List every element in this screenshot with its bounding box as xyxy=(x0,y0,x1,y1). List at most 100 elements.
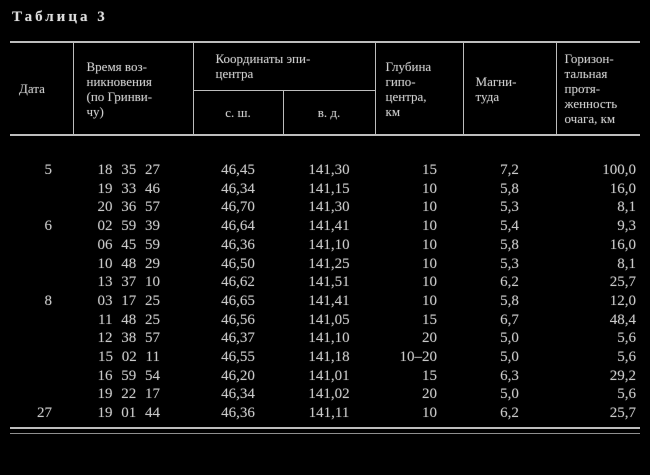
cell-magnitude: 5,4 xyxy=(500,218,519,235)
cell-magnitude: 7,2 xyxy=(500,162,519,178)
cell-time: 19 22 17 xyxy=(97,386,161,403)
header-coordinates: Координаты эпи-центра xyxy=(192,42,376,91)
cell-date xyxy=(10,255,73,274)
cell-depth: 10 xyxy=(422,292,438,309)
cell-date xyxy=(10,385,73,404)
cell-time: 18 35 27 xyxy=(97,162,161,178)
scan-page: { "page": { "title": "Таблица 3" }, "col… xyxy=(0,9,650,475)
table-row: 19 33 46 46,34 141,15 10 5,8 16,0 xyxy=(10,180,640,199)
table-row: 13 37 10 46,62 141,51 10 6,2 25,7 xyxy=(10,273,640,292)
cell-date xyxy=(10,367,73,386)
cell-time: 11 48 25 xyxy=(98,311,160,328)
cell-longitude: 141,01 xyxy=(308,367,350,384)
cell-depth: 10 xyxy=(422,405,438,422)
cell-magnitude: 6,2 xyxy=(500,274,519,291)
table-header: Дата Время воз-никновения (по Гринви-чу)… xyxy=(10,42,641,136)
cell-time: 19 33 46 xyxy=(97,180,161,197)
cell-date: 5 xyxy=(44,162,53,178)
cell-time: 19 01 44 xyxy=(97,405,161,422)
cell-depth: 10 xyxy=(422,180,438,197)
cell-latitude: 46,37 xyxy=(221,330,255,347)
cell-longitude: 141,41 xyxy=(308,292,350,309)
cell-extent: 16,0 xyxy=(609,180,637,197)
cell-magnitude: 5,8 xyxy=(500,180,519,197)
cell-longitude: 141,30 xyxy=(308,199,350,216)
cell-magnitude: 5,3 xyxy=(500,199,519,216)
cell-magnitude: 5,8 xyxy=(500,236,519,253)
cell-date xyxy=(10,329,73,348)
cell-extent: 29,2 xyxy=(609,367,637,384)
cell-latitude: 46,50 xyxy=(221,255,255,272)
table-row: 06 45 59 46,36 141,10 10 5,8 16,0 xyxy=(10,236,640,255)
cell-magnitude: 5,0 xyxy=(500,349,519,366)
header-longitude: в. д. xyxy=(282,90,376,136)
cell-latitude: 46,36 xyxy=(221,236,255,253)
cell-extent: 100,0 xyxy=(602,162,637,178)
cell-time: 03 17 25 xyxy=(97,292,161,309)
cell-time: 13 37 10 xyxy=(97,274,161,291)
cell-extent: 48,4 xyxy=(609,311,637,328)
table-row: 10 48 29 46,50 141,25 10 5,3 8,1 xyxy=(10,255,640,274)
cell-longitude: 141,30 xyxy=(308,162,350,178)
cell-latitude: 46,34 xyxy=(221,180,255,197)
header-depth: Глубина гипо-центра, км xyxy=(374,42,464,136)
cell-magnitude: 6,2 xyxy=(500,405,519,422)
cell-depth: 10 xyxy=(422,199,438,216)
cell-extent: 25,7 xyxy=(609,405,637,422)
cell-extent: 16,0 xyxy=(609,236,637,253)
table-row: 12 38 57 46,37 141,10 20 5,0 5,6 xyxy=(10,329,640,348)
cell-extent: 5,6 xyxy=(617,349,637,366)
cell-latitude: 46,56 xyxy=(221,311,255,328)
cell-longitude: 141,02 xyxy=(308,386,350,403)
table-row: 27 19 01 44 46,36 141,11 10 6,2 25,7 xyxy=(10,404,640,423)
cell-magnitude: 6,3 xyxy=(500,367,519,384)
cell-date: 8 xyxy=(44,292,53,309)
table-row: 6 02 59 39 46,64 141,41 10 5,4 9,3 xyxy=(10,217,640,236)
cell-date xyxy=(10,180,73,199)
header-magnitude: Магни-туда xyxy=(462,42,557,136)
cell-latitude: 46,34 xyxy=(221,386,255,403)
cell-date xyxy=(10,236,73,255)
cell-time: 12 38 57 xyxy=(97,330,161,347)
cell-extent: 25,7 xyxy=(609,274,637,291)
cell-longitude: 141,51 xyxy=(308,274,350,291)
cell-depth: 20 xyxy=(422,330,438,347)
cell-time: 02 59 39 xyxy=(97,218,161,235)
cell-extent: 5,6 xyxy=(617,330,637,347)
cell-time: 16 59 54 xyxy=(97,367,161,384)
cell-depth: 10 xyxy=(422,218,438,235)
cell-longitude: 141,11 xyxy=(308,405,350,422)
cell-latitude: 46,62 xyxy=(221,274,255,291)
cell-latitude: 46,55 xyxy=(221,349,255,366)
table-row: 15 02 11 46,55 141,18 10–20 5,0 5,6 xyxy=(10,348,640,367)
cell-date xyxy=(10,348,73,367)
cell-latitude: 46,65 xyxy=(221,292,255,309)
header-latitude: с. ш. xyxy=(192,90,283,136)
cell-depth: 10 xyxy=(422,236,438,253)
cell-date xyxy=(10,198,73,217)
cell-extent: 5,6 xyxy=(617,386,637,403)
cell-depth: 15 xyxy=(422,367,438,384)
bottom-rule xyxy=(10,426,640,434)
cell-magnitude: 5,8 xyxy=(500,292,519,309)
cell-time: 15 02 11 xyxy=(98,349,160,366)
cell-latitude: 46,70 xyxy=(221,199,255,216)
cell-longitude: 141,10 xyxy=(308,330,350,347)
cell-longitude: 141,05 xyxy=(308,311,350,328)
header-extent: Горизон-тальная протя-женность очага, км xyxy=(555,42,641,136)
cell-extent: 8,1 xyxy=(617,199,637,216)
cell-depth: 10–20 xyxy=(399,349,438,366)
cell-magnitude: 6,7 xyxy=(500,311,519,328)
cell-extent: 12,0 xyxy=(609,292,637,309)
table-row: 8 03 17 25 46,65 141,41 10 5,8 12,0 xyxy=(10,292,640,311)
cell-latitude: 46,20 xyxy=(221,367,255,384)
table-row: 19 22 17 46,34 141,02 20 5,0 5,6 xyxy=(10,385,640,404)
cell-time: 06 45 59 xyxy=(97,236,161,253)
header-time: Время воз-никновения (по Гринви-чу) xyxy=(72,42,193,136)
cell-depth: 10 xyxy=(422,255,438,272)
cell-latitude: 46,45 xyxy=(221,162,255,178)
cell-magnitude: 5,0 xyxy=(500,330,519,347)
cell-longitude: 141,18 xyxy=(308,349,350,366)
cell-depth: 15 xyxy=(422,162,438,178)
table-row: 16 59 54 46,20 141,01 15 6,3 29,2 xyxy=(10,367,640,386)
